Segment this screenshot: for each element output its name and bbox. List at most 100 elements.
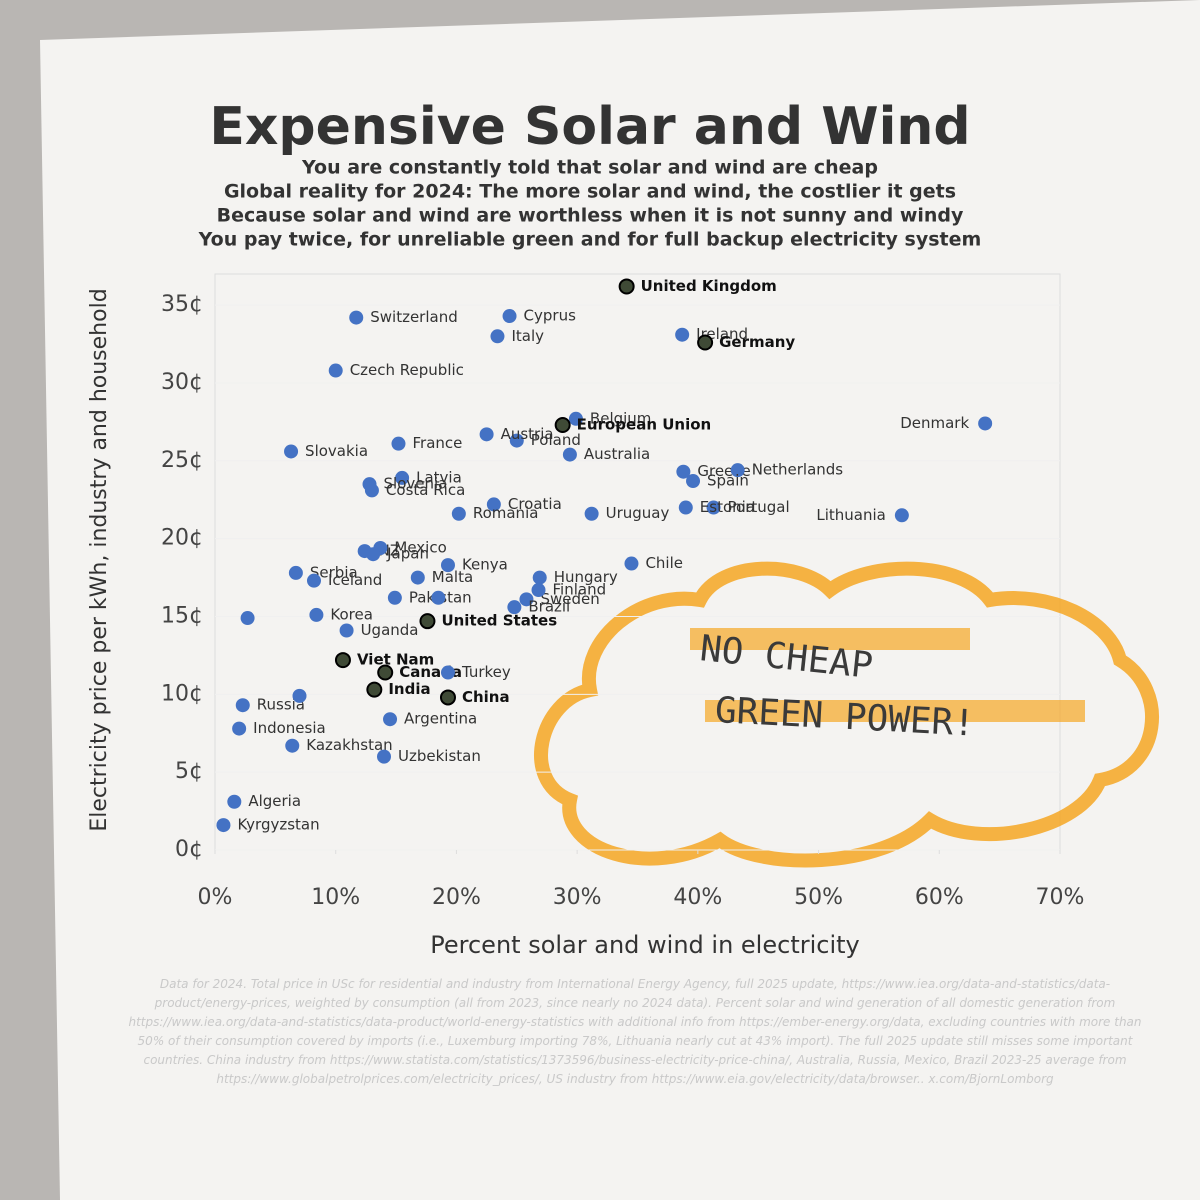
data-point [410,570,425,585]
point-label: China [462,688,510,706]
data-point [285,738,300,753]
point-label: United Kingdom [641,277,777,295]
point-label: Portugal [728,498,790,516]
data-point [377,664,394,681]
subtitle: You are constantly told that solar and w… [301,157,878,179]
point-label: Cyprus [524,307,577,325]
point-label: Hungary [554,568,618,586]
data-point [519,592,534,607]
footnote-box: Data for 2024. Total price in USc for re… [128,977,1141,1086]
point-label: India [388,680,430,698]
y-tick-label: 25¢ [161,448,203,473]
point-label: Romania [473,504,539,522]
data-point [584,506,599,521]
y-tick-label: 30¢ [161,370,203,395]
point-label: Lithuania [816,506,885,524]
x-tick-label: 60% [915,885,964,910]
x-tick-label: 10% [311,885,360,910]
point-label: Slovenia [384,475,448,493]
data-point [288,565,303,580]
y-tick-label: 35¢ [161,292,203,317]
y-axis-label: Electricity price per kWh, industry and … [87,288,112,831]
point-label: Sweden [540,590,599,608]
data-point [240,611,255,626]
data-point [624,556,639,571]
point-label: Czech Republic [350,361,464,379]
point-label: Austria [501,425,554,443]
data-point [554,417,571,434]
point-label: Mexico [394,538,446,556]
data-point [349,310,364,325]
subtitle: Because solar and wind are worthless whe… [217,205,964,227]
point-label: Korea [330,605,373,623]
subtitle: Global reality for 2024: The more solar … [224,181,956,203]
point-label: Belgium [590,409,652,427]
data-point [479,427,494,442]
data-point [490,329,505,344]
y-tick-label: 10¢ [161,681,203,706]
data-point [440,558,455,573]
data-point [978,416,993,431]
x-tick-label: 20% [432,885,481,910]
point-label: Russia [257,696,305,714]
point-label: Costa Rica [386,481,465,499]
data-point [284,444,299,459]
paper [40,0,1200,1200]
x-tick-label: 70% [1036,885,1085,910]
point-label: Indonesia [253,719,326,737]
data-point [568,411,583,426]
point-label: Kenya [462,556,508,574]
y-tick-label: 20¢ [161,526,203,551]
y-tick-label: 15¢ [161,603,203,628]
data-point [502,309,517,324]
point-label: Malta [432,568,473,586]
data-point [364,483,379,498]
data-point [227,794,242,809]
point-label: Croatia [508,495,562,513]
data-point [678,500,693,515]
data-point [532,570,547,585]
point-label: Uruguay [606,504,670,522]
data-point [531,583,546,598]
point-label: Brazil [528,598,570,616]
point-label: Netherlands [752,461,844,479]
point-label: Algeria [248,792,301,810]
x-tick-label: 50% [794,885,843,910]
point-label: Viet Nam [357,651,434,669]
data-point [292,688,307,703]
chart-title: Expensive Solar and Wind [209,97,970,157]
point-label: France [412,434,462,452]
data-point [509,433,524,448]
point-label: Serbia [310,563,358,581]
point-label: Turkey [461,663,511,681]
data-point [894,508,909,523]
data-point [334,652,351,669]
point-label: United States [441,612,557,630]
data-point [216,818,231,833]
data-point [431,590,446,605]
highlighter-stroke [690,628,970,650]
point-label: Japan [386,545,429,563]
data-point [440,665,455,680]
point-label: Slovakia [305,442,368,460]
point-label: Uzbekistan [398,747,481,765]
highlighter-cloud [534,561,1159,868]
point-label: Latvia [416,468,462,486]
x-tick-label: 40% [673,885,722,910]
point-label: Australia [584,445,650,463]
data-point [562,447,577,462]
point-label: Chile [645,554,683,572]
point-label: Kazakhstan [306,736,392,754]
x-tick-label: 0% [198,885,233,910]
data-point [676,464,691,479]
highlighter-stroke [705,700,1085,722]
data-point [387,590,402,605]
data-point [366,547,381,562]
point-label: Spain [707,472,749,490]
point-label: Poland [531,431,581,449]
point-label: Germany [719,333,795,351]
data-point [235,698,250,713]
subtitle: You pay twice, for unreliable green and … [198,229,982,251]
data-point [309,607,324,622]
